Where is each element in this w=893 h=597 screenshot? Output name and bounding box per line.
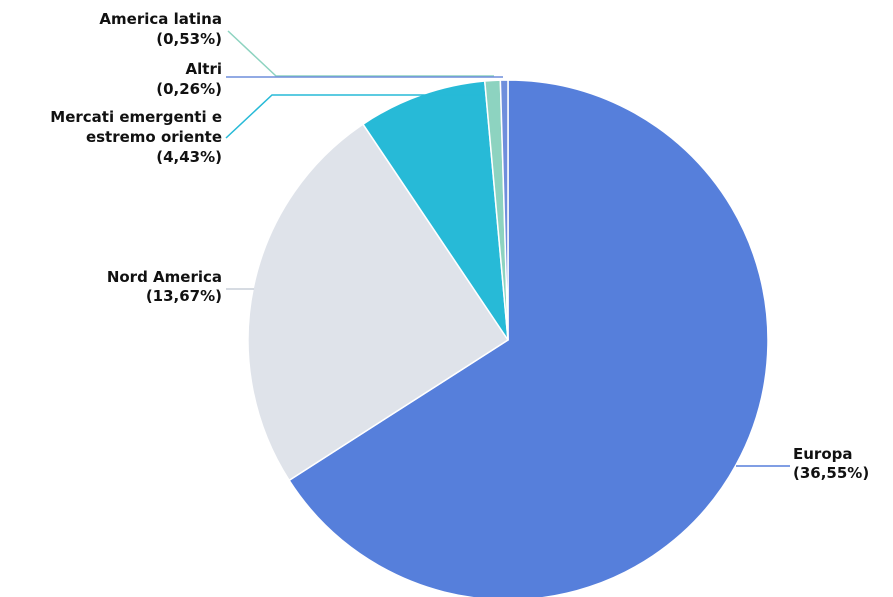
pie-slice-nord-america [247,123,510,482]
slice-label-line: Mercati emergenti e [50,108,222,126]
slice-label: Nord America (13,67%) [107,268,222,305]
slice-label-line: (0,26%) [156,80,222,98]
slice-label: America latina (0,53%) [99,10,222,48]
slice-label-line: Altri [186,60,222,78]
slice-label-line: Nord America [107,268,222,286]
slice-label: Europa (36,55%) [793,445,869,482]
pie-slice-europa [288,79,769,597]
slice-label-line: estremo oriente [86,128,222,146]
slice-label-line: Europa [793,445,853,463]
slice-label-line: (36,55%) [793,464,869,482]
pie-slices [247,79,769,597]
slice-label-line: America latina [99,10,222,28]
slice-label: Mercati emergenti e estremo oriente (4,43%… [50,108,222,166]
slice-label: Altri (0,26%) [156,60,222,98]
slice-label-line: (0,53%) [156,30,222,48]
leader-line [227,30,494,77]
leader-lines [225,30,790,467]
slice-labels: Europa (36,55%) Nord America (13,67%) Mercat… [50,10,869,482]
leader-line [225,94,480,139]
pie-slice-altri [499,79,509,341]
slice-label-line: (4,43%) [156,148,222,166]
slice-label-line: (13,67%) [146,287,222,305]
